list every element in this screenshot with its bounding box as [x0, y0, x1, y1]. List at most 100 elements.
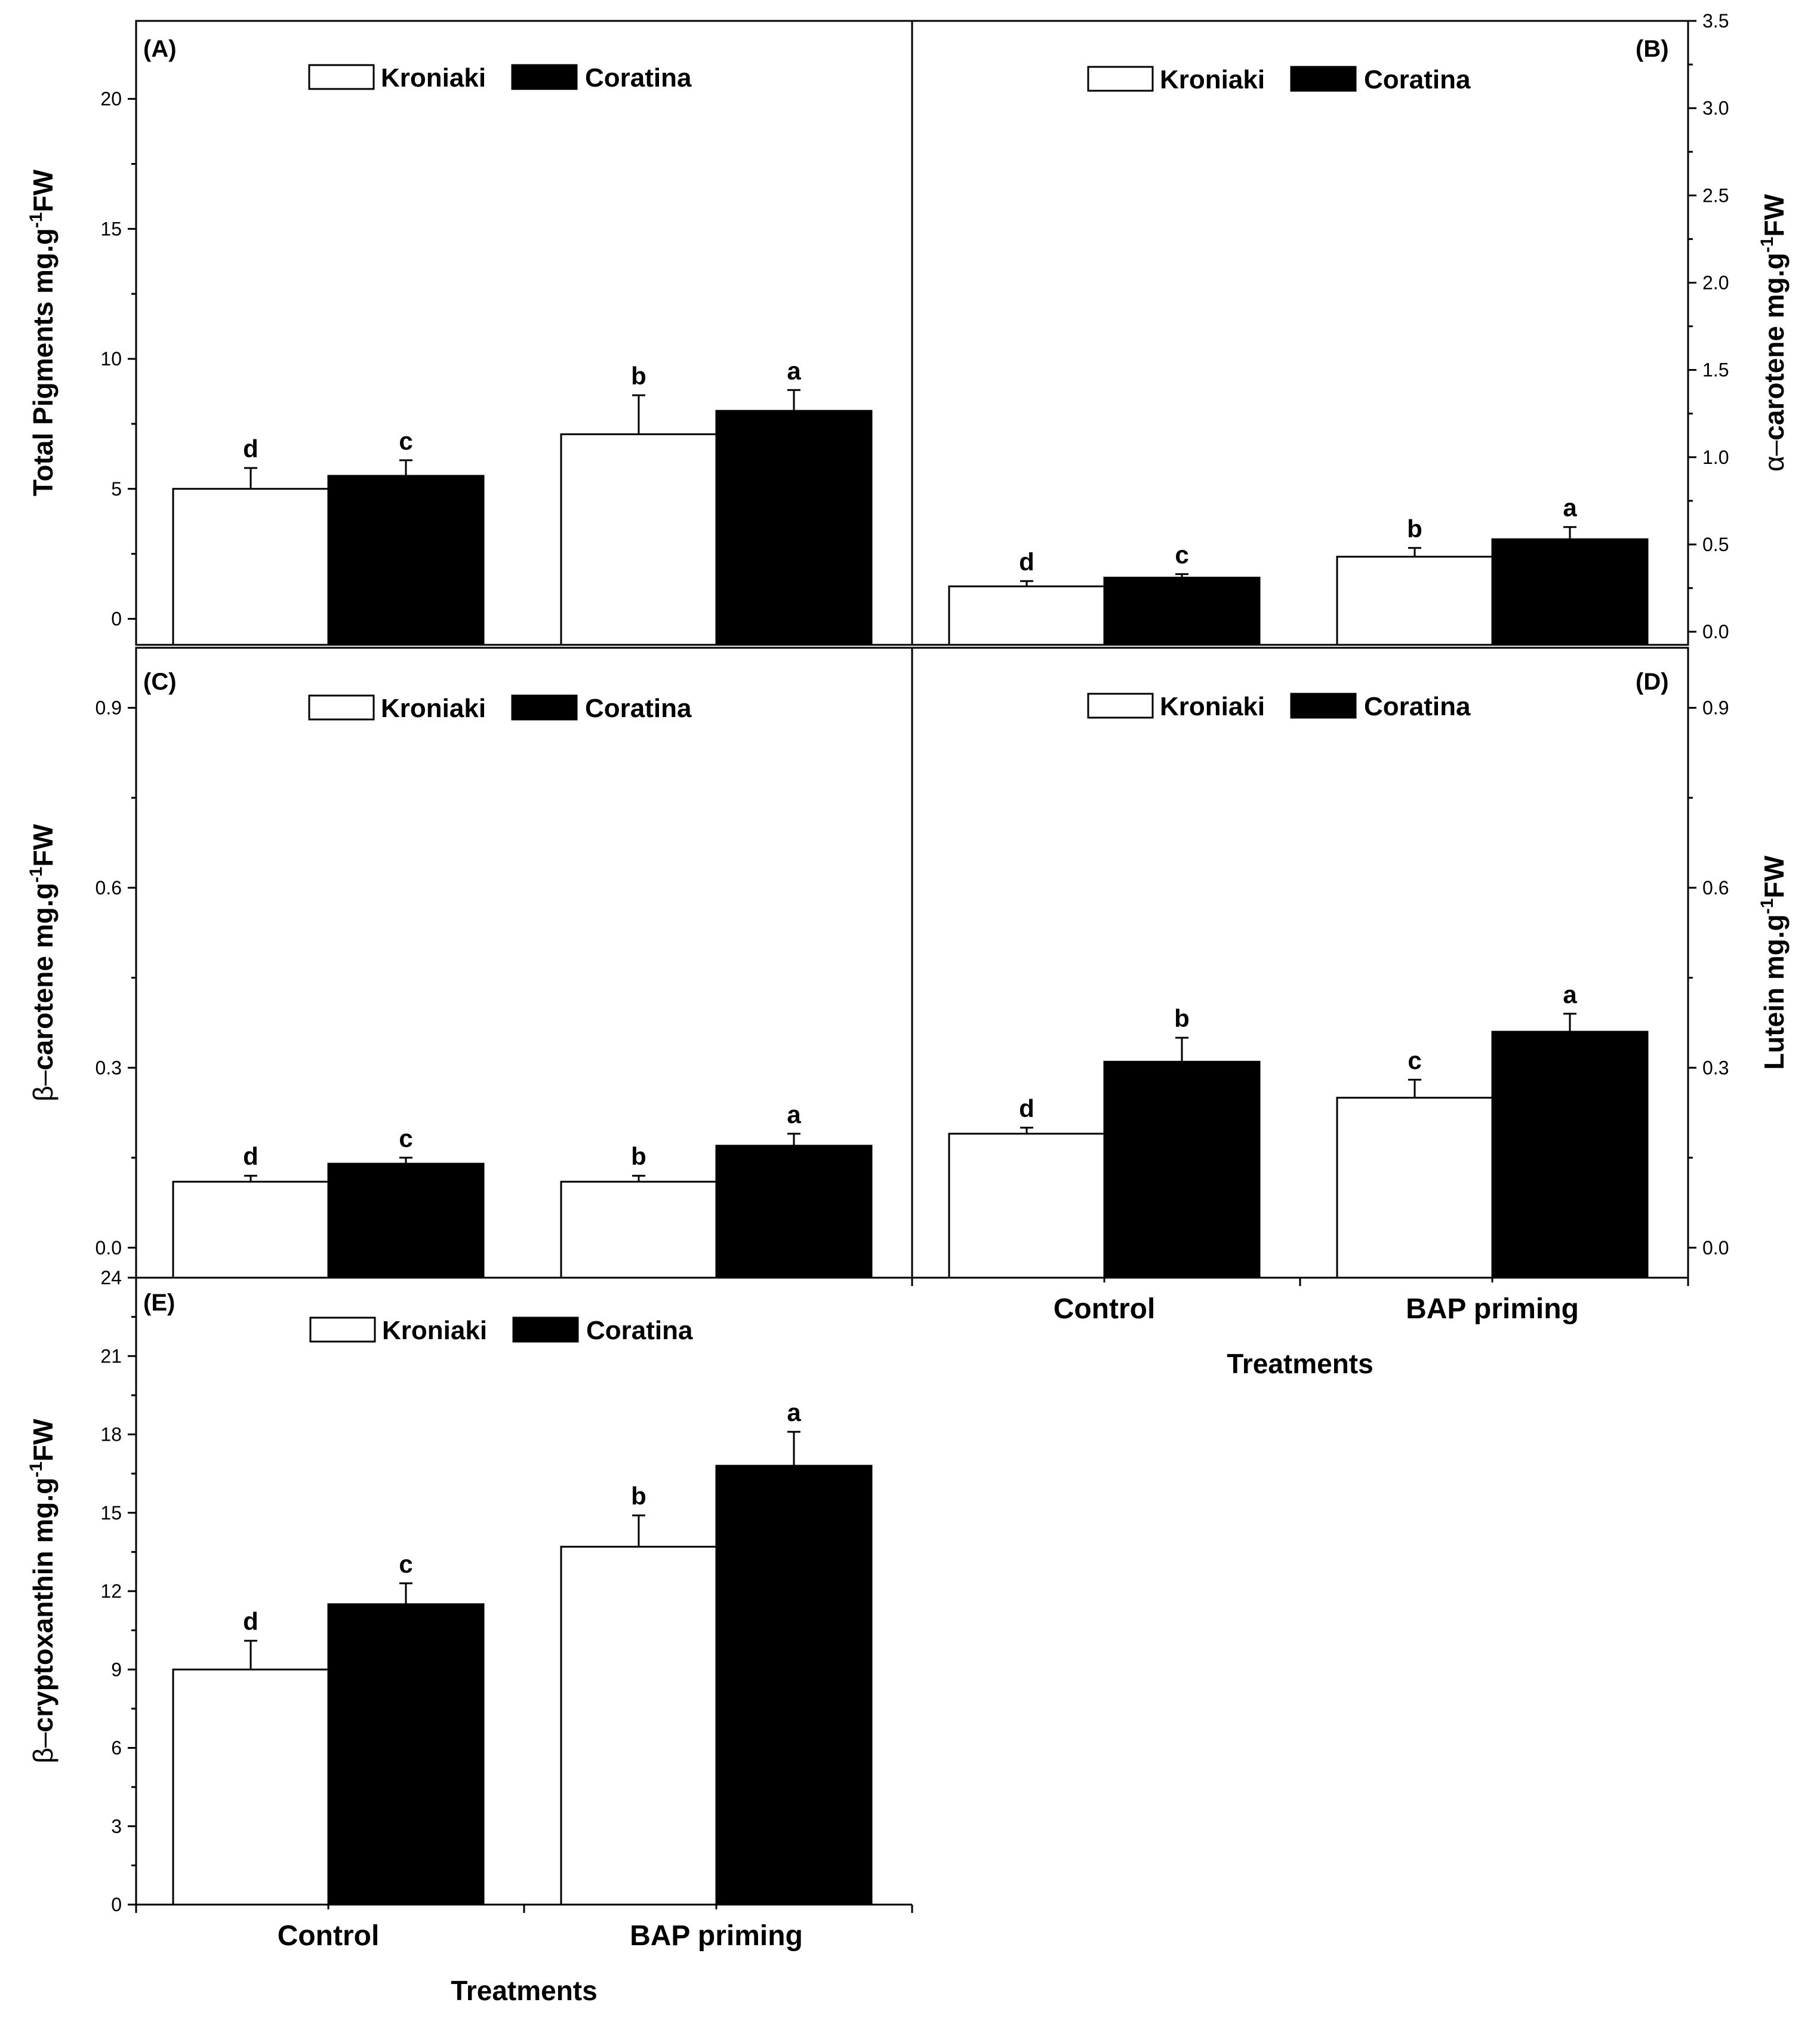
legend-swatch-kroniaki — [1087, 693, 1154, 719]
legend-swatch-kroniaki — [309, 1316, 376, 1343]
significance-letter: a — [787, 1100, 801, 1128]
y-axis-title-superscript: -1 — [26, 867, 46, 883]
bar-coratina — [715, 1145, 873, 1279]
significance-letter: b — [1407, 515, 1422, 543]
legend-label-kroniaki: Kroniaki — [382, 1316, 487, 1345]
significance-letter: d — [243, 1142, 258, 1170]
y-tick-label: 15 — [100, 218, 122, 239]
x-category-label: BAP priming — [630, 1920, 803, 1952]
significance-letter: b — [1174, 1004, 1190, 1032]
significance-letter: d — [243, 1607, 258, 1635]
x-category-label: Control — [1054, 1293, 1156, 1325]
legend-label-coratina: Coratina — [586, 1316, 693, 1345]
panel-label: (D) — [1636, 669, 1669, 695]
x-axis-title: Treatments — [451, 1975, 597, 2006]
significance-letter: b — [631, 1142, 646, 1170]
bar-coratina — [1491, 1031, 1649, 1279]
bar-coratina — [327, 1162, 485, 1279]
legend-label-coratina: Coratina — [585, 63, 692, 93]
legend-swatch-coratina — [511, 64, 578, 90]
panel-label: (E) — [143, 1290, 175, 1316]
y-axis-title-unit: FW — [27, 824, 58, 867]
y-tick-label: 20 — [100, 88, 122, 110]
panel-label: (B) — [1636, 36, 1669, 62]
bar-kroniaki — [560, 1546, 717, 1906]
bar-coratina — [715, 1465, 873, 1906]
bar-kroniaki — [172, 1180, 329, 1279]
significance-letter: a — [1563, 980, 1577, 1008]
x-category-label: Control — [278, 1920, 380, 1952]
significance-letter: c — [1175, 541, 1188, 569]
legend-swatch-coratina — [511, 694, 578, 721]
y-tick-label: 1.5 — [1702, 359, 1729, 381]
y-tick-label: 0 — [111, 608, 122, 629]
x-category-label: BAP priming — [1406, 1293, 1579, 1325]
y-axis-title-text: Lutein mg.g — [1759, 914, 1790, 1070]
y-axis-title-unit: FW — [1759, 855, 1790, 898]
y-tick-label: 0.9 — [1702, 697, 1729, 718]
panel-A: 0 5 10 15 20 d b c a (A) Kroniaki Coratina Total Pig… — [26, 20, 913, 646]
legend: Kroniaki Coratina — [309, 1316, 693, 1345]
y-tick-label: 21 — [100, 1345, 122, 1367]
legend: Kroniaki Coratina — [1087, 65, 1471, 94]
y-tick-label: 3 — [111, 1816, 122, 1837]
significance-letter: d — [1019, 547, 1034, 576]
legend: Kroniaki Coratina — [308, 63, 692, 93]
bar-kroniaki — [948, 1133, 1105, 1279]
y-axis-title-superscript: -1 — [1757, 237, 1777, 253]
y-tick-label: 2.5 — [1702, 184, 1729, 206]
significance-letter: a — [787, 1398, 801, 1426]
legend-swatch-coratina — [1290, 66, 1357, 92]
y-tick-label: 9 — [111, 1659, 122, 1680]
y-axis-title: β–carotene mg.g-1FW — [26, 824, 58, 1102]
legend-label-kroniaki: Kroniaki — [381, 63, 486, 93]
legend-label-coratina: Coratina — [1364, 692, 1471, 721]
significance-letter: b — [631, 1482, 646, 1510]
y-tick-label: 6 — [111, 1737, 122, 1759]
panel-B: 0.0 0.5 1.0 1.5 2.0 2.5 3.0 3.5 d b c a (B) Kroniaki C… — [911, 10, 1790, 646]
panel-C: 0.0 0.3 0.6 0.9 d b c a (C) Kroniaki Coratina β–car… — [26, 647, 913, 1279]
y-tick-label: 0 — [111, 1894, 122, 1915]
y-axis-title-symbol: β– — [27, 1732, 58, 1763]
bar-kroniaki — [1336, 555, 1493, 646]
y-axis-title-text: cryptoxanthin mg.g — [27, 1478, 58, 1733]
y-tick-label: 15 — [100, 1502, 122, 1524]
y-tick-label: 0.0 — [1702, 1237, 1729, 1259]
legend-swatch-coratina — [1290, 693, 1357, 719]
y-tick-label: 0.3 — [96, 1057, 122, 1078]
significance-letter: a — [787, 356, 801, 385]
significance-letter: c — [1408, 1046, 1421, 1074]
y-tick-label: 0.6 — [1702, 877, 1729, 899]
bar-kroniaki — [560, 433, 717, 646]
bar-kroniaki — [948, 585, 1105, 646]
legend-swatch-kroniaki — [308, 694, 375, 721]
significance-letter: d — [1019, 1094, 1034, 1122]
legend-label-coratina: Coratina — [585, 694, 692, 723]
y-tick-label: 12 — [100, 1580, 122, 1602]
y-axis-title-superscript: -1 — [1757, 899, 1777, 915]
legend: Kroniaki Coratina — [1087, 692, 1471, 721]
panel-E: 0 3 6 9 12 15 18 21 24 Control BAP priming Treatmen… — [26, 1267, 913, 2006]
y-axis-title-text: Total Pigments mg.g — [27, 228, 58, 496]
y-axis-title-symbol: α– — [1759, 440, 1790, 472]
significance-letter: c — [399, 1550, 412, 1578]
y-axis-title-text: carotene mg.g — [1759, 253, 1790, 440]
y-tick-label: 5 — [111, 478, 122, 500]
y-tick-label: 3.0 — [1702, 97, 1729, 119]
y-axis-title-text: carotene mg.g — [27, 882, 58, 1070]
y-axis-title-unit: FW — [27, 1419, 58, 1462]
significance-letter: c — [399, 1124, 412, 1152]
legend-label-kroniaki: Kroniaki — [1160, 65, 1265, 94]
y-tick-label: 0.6 — [96, 877, 122, 899]
y-axis-title-symbol: β– — [27, 1070, 58, 1101]
bar-coratina — [1491, 538, 1649, 646]
legend-label-kroniaki: Kroniaki — [1160, 692, 1265, 721]
y-axis-title: Lutein mg.g-1FW — [1757, 855, 1790, 1069]
significance-letter: b — [631, 362, 646, 390]
legend-label-kroniaki: Kroniaki — [381, 694, 486, 723]
y-tick-label: 10 — [100, 348, 122, 370]
y-tick-label: 0.0 — [96, 1237, 122, 1259]
y-axis-title: β–cryptoxanthin mg.g-1FW — [26, 1419, 58, 1764]
x-axis-title: Treatments — [1227, 1348, 1373, 1379]
